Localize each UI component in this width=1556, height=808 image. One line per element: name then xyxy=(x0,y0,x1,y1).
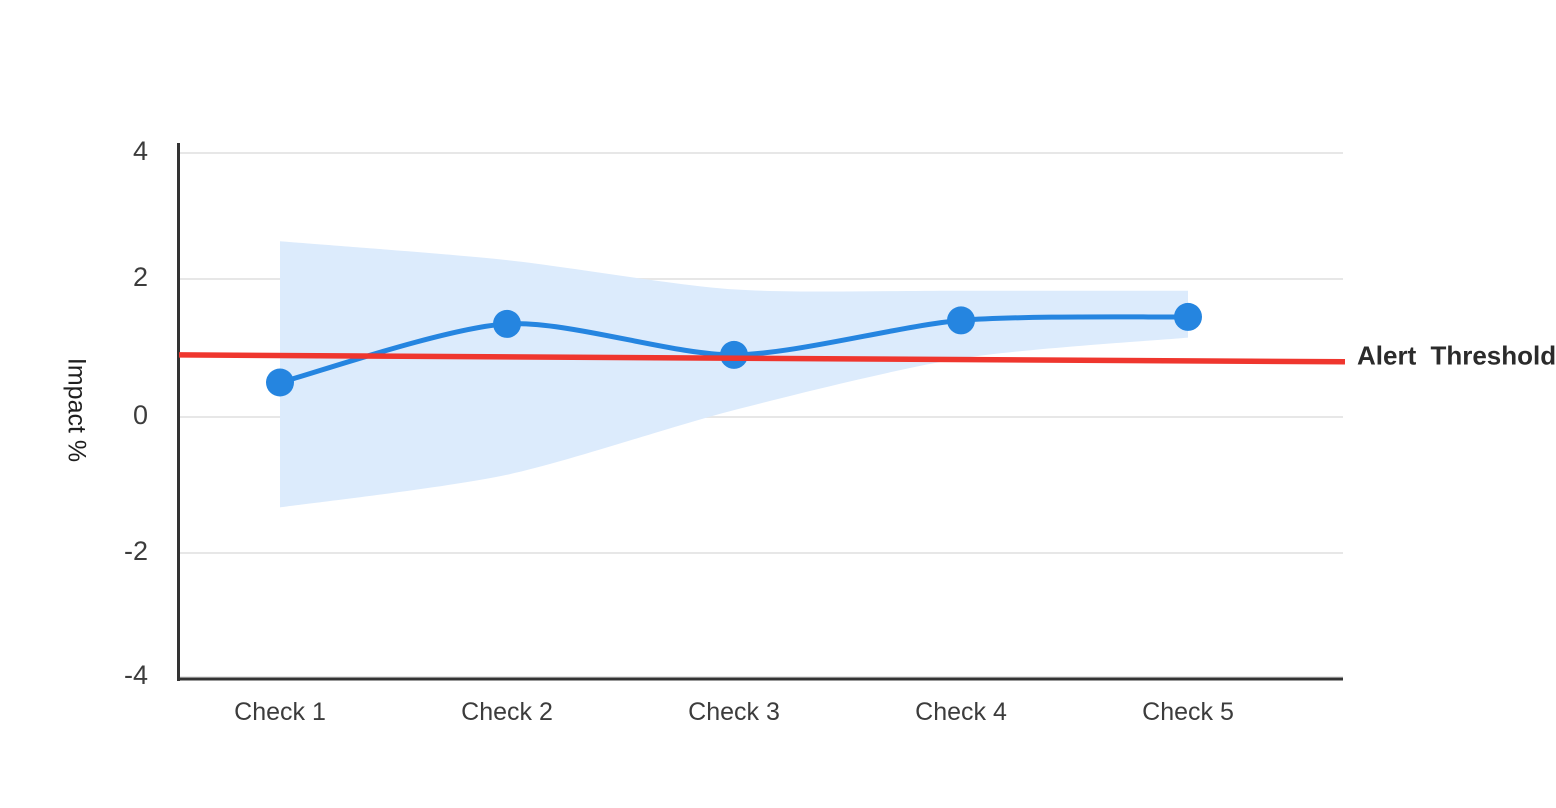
data-point-marker xyxy=(720,340,748,369)
confidence-band xyxy=(280,241,1188,508)
data-point-marker xyxy=(266,368,294,397)
x-axis-label: Check 1 xyxy=(234,698,326,726)
x-axis-label: Check 2 xyxy=(461,698,553,726)
y-tick-label: 2 xyxy=(132,262,148,292)
alert-threshold-label: Alert Threshold xyxy=(1357,340,1556,371)
x-axis-label: Check 3 xyxy=(688,698,780,726)
x-axis-label: Check 4 xyxy=(915,698,1007,726)
y-tick-label: -4 xyxy=(123,660,148,690)
data-point-marker xyxy=(493,309,521,338)
threshold-line xyxy=(178,352,1346,365)
y-tick-label: 0 xyxy=(132,400,148,430)
data-point-marker xyxy=(1174,302,1202,331)
y-tick-label: 4 xyxy=(132,136,148,166)
data-point-marker xyxy=(947,306,975,335)
y-tick-label: -2 xyxy=(123,536,148,566)
x-axis-label: Check 5 xyxy=(1142,698,1234,726)
